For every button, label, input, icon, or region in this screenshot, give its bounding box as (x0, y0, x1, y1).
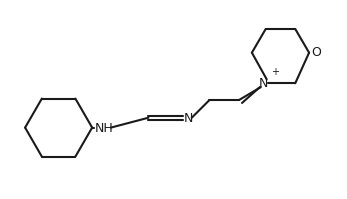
Text: +: + (271, 67, 279, 77)
Text: N: N (259, 77, 269, 90)
Text: O: O (311, 46, 321, 59)
Text: N: N (184, 112, 193, 125)
Text: NH: NH (95, 122, 114, 135)
